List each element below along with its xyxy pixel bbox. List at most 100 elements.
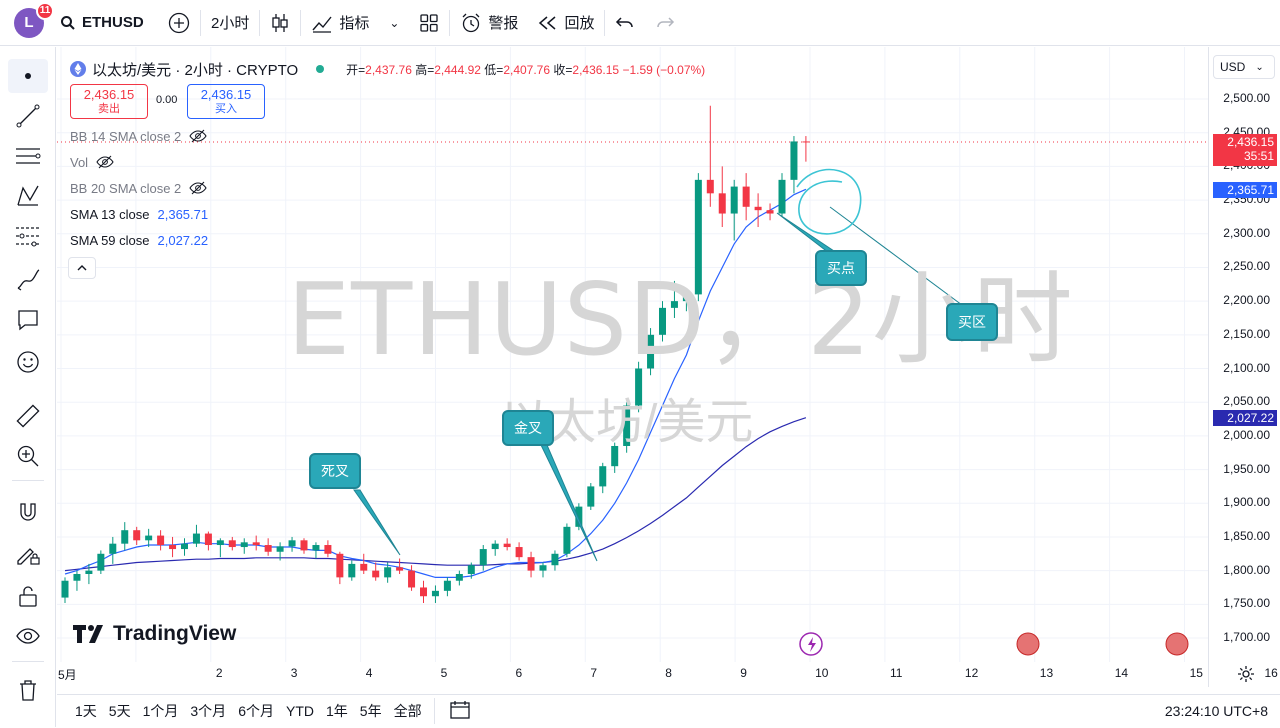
- rewind-icon: [539, 15, 556, 30]
- range-button[interactable]: 1个月: [142, 703, 179, 719]
- indicator-bb14[interactable]: BB 14 SMA close 2: [70, 123, 208, 149]
- trendline-tool[interactable]: [8, 99, 48, 133]
- remove-drawings-tool[interactable]: [8, 673, 48, 707]
- candle: [372, 562, 380, 581]
- chevron-up-icon: [77, 265, 87, 271]
- price-tick-label: 1,750.00: [1223, 596, 1270, 611]
- indicators-button[interactable]: 指标 ⌄: [301, 0, 409, 46]
- time-tick-label: 4: [365, 666, 373, 680]
- candle-body: [730, 186, 738, 214]
- candle: [443, 577, 451, 597]
- settings-gear[interactable]: [1237, 665, 1255, 688]
- indicator-name: SMA 13 close: [70, 206, 150, 222]
- candle: [587, 483, 595, 510]
- price-tick-label: 2,300.00: [1223, 225, 1270, 240]
- candles-icon: [272, 13, 288, 32]
- candle-body: [372, 570, 380, 578]
- chevron-down-icon: ⌄: [1255, 61, 1264, 73]
- zoom-tool[interactable]: [8, 439, 48, 473]
- range-button[interactable]: 1年: [325, 703, 348, 719]
- indicator-volume[interactable]: Vol: [70, 149, 208, 175]
- range-button[interactable]: 6个月: [238, 703, 274, 719]
- ruler-tool[interactable]: [8, 399, 48, 433]
- collapse-legend-button[interactable]: [68, 257, 96, 279]
- candle: [420, 580, 427, 603]
- projection-tool[interactable]: [8, 219, 48, 253]
- redo-button[interactable]: [645, 0, 685, 46]
- indicator-sma13[interactable]: SMA 13 close 2,365.71: [70, 201, 208, 227]
- currency-selector[interactable]: USD ⌄: [1213, 55, 1275, 79]
- interval-label: 2小时: [211, 15, 250, 32]
- range-button[interactable]: 3个月: [190, 703, 227, 719]
- eye-off-icon[interactable]: [189, 129, 207, 143]
- interval-button[interactable]: 2小时: [201, 0, 259, 46]
- candle: [61, 577, 69, 603]
- candle-body: [336, 553, 344, 578]
- divider: [433, 698, 435, 724]
- candle-body: [121, 530, 129, 544]
- indicator-bb20[interactable]: BB 20 SMA close 2: [70, 175, 208, 201]
- candle-body: [324, 545, 332, 554]
- candle: [659, 301, 666, 342]
- candle: [73, 570, 81, 591]
- layouts-button[interactable]: [409, 0, 449, 46]
- pattern-tool[interactable]: [8, 179, 48, 213]
- lock-drawings-tool[interactable]: [8, 537, 48, 571]
- candle: [121, 522, 129, 551]
- range-button[interactable]: 5天: [108, 703, 131, 719]
- price-tick-label: 1,700.00: [1223, 630, 1270, 644]
- last-price: 2,436.15: [1227, 135, 1274, 149]
- eye-off-icon[interactable]: [189, 181, 207, 195]
- candle: [300, 538, 308, 554]
- text-note-tool[interactable]: [8, 303, 48, 337]
- tradingview-logo[interactable]: TradingView: [73, 622, 236, 646]
- symbol-title[interactable]: 以太坊/美元 · 2小时 · CRYPTO: [92, 61, 299, 79]
- price-chart[interactable]: [57, 47, 1208, 687]
- price-tick-label: 2,050.00: [1223, 394, 1270, 409]
- indicator-sma59[interactable]: SMA 59 close 2,027.22: [70, 227, 208, 253]
- price-axis[interactable]: USD ⌄ 2,500.002,450.002,400.002,350.002,…: [1208, 47, 1280, 687]
- undo-button[interactable]: [605, 0, 645, 46]
- brush-tool[interactable]: [8, 263, 48, 297]
- candle-body: [503, 543, 511, 548]
- symbol-label: ETHUSD: [82, 14, 144, 31]
- symbol-search[interactable]: ETHUSD: [50, 0, 158, 46]
- spread-value: 0.00: [156, 94, 178, 106]
- chart-type-button[interactable]: [260, 0, 300, 46]
- last-price-tag: 2,436.15 35:51: [1213, 134, 1277, 166]
- cursor-tool[interactable]: [8, 59, 48, 93]
- chart-pane[interactable]: [57, 47, 1208, 687]
- candle: [754, 193, 762, 228]
- date-range-button[interactable]: [441, 699, 479, 724]
- sell-button[interactable]: 2,436.15 卖出: [70, 84, 148, 119]
- alert-label: 警报: [488, 15, 519, 32]
- buy-button[interactable]: 2,436.15 买入: [187, 84, 265, 119]
- visibility-tool[interactable]: [8, 619, 48, 653]
- emoji-tool[interactable]: [8, 345, 48, 379]
- candle-body: [467, 565, 475, 574]
- clock-timezone[interactable]: 23:24:10 UTC+8: [1164, 703, 1268, 719]
- calendar-range-icon: [449, 700, 470, 719]
- projection-icon: [16, 227, 40, 247]
- search-icon: [61, 15, 75, 30]
- unlock-tool[interactable]: [8, 579, 48, 613]
- indicator-list: BB 14 SMA close 2 Vol BB 20 SMA close 2 …: [70, 123, 208, 253]
- compare-button[interactable]: [158, 0, 200, 46]
- candle: [623, 402, 631, 453]
- candle: [563, 523, 571, 558]
- price-tick-label: 1,900.00: [1223, 495, 1270, 510]
- time-tick-label: 8: [665, 666, 672, 680]
- user-avatar[interactable]: L 11: [14, 1, 54, 38]
- candle: [240, 538, 248, 554]
- indicator-value: 2,027.22: [157, 232, 209, 248]
- range-button[interactable]: 1天: [75, 703, 97, 719]
- fib-tool[interactable]: [8, 139, 48, 173]
- eye-off-icon[interactable]: [96, 155, 114, 169]
- range-button[interactable]: YTD: [285, 703, 314, 719]
- range-button[interactable]: 5年: [359, 703, 382, 719]
- magnet-tool[interactable]: [8, 495, 48, 529]
- replay-button[interactable]: 回放: [528, 0, 604, 46]
- range-button[interactable]: 全部: [393, 703, 422, 719]
- speech-bubble-icon: [18, 310, 38, 331]
- alert-button[interactable]: 警报: [450, 0, 528, 46]
